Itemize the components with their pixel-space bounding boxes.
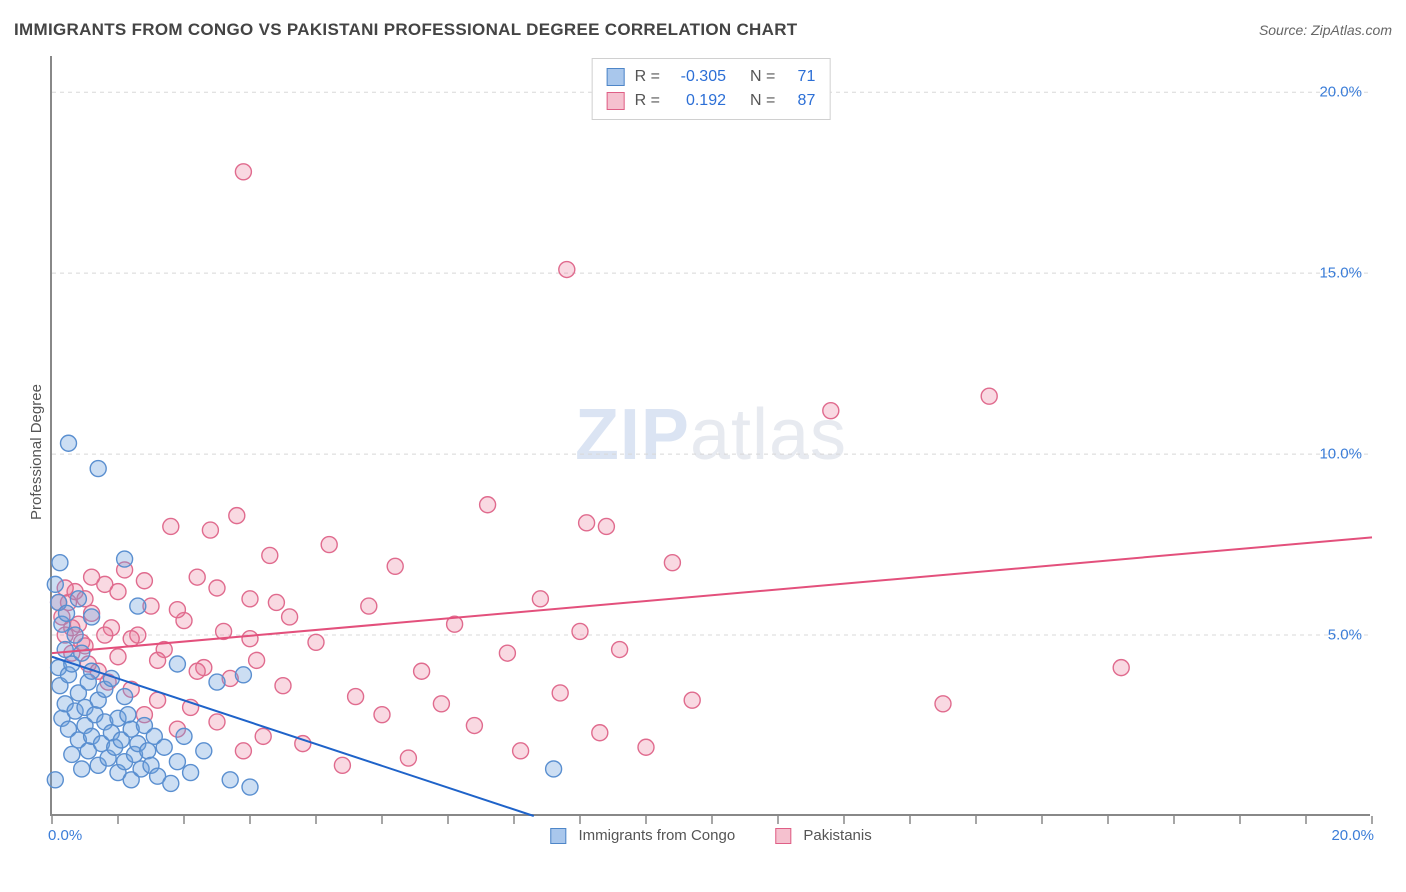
source-prefix: Source: bbox=[1259, 22, 1311, 38]
stats-n-label: N = bbox=[750, 89, 775, 113]
stats-n-label: N = bbox=[750, 65, 775, 89]
swatch-congo-icon bbox=[550, 828, 566, 844]
legend-label-pakistani: Pakistanis bbox=[803, 827, 871, 844]
legend-bottom: Immigrants from Congo Pakistanis bbox=[550, 827, 871, 844]
stats-r-label: R = bbox=[635, 65, 660, 89]
source-link[interactable]: ZipAtlas.com bbox=[1311, 22, 1392, 38]
x-axis-min-label: 0.0% bbox=[48, 827, 82, 844]
stats-legend-box: R = -0.305 N = 71 R = 0.192 N = 87 bbox=[592, 58, 831, 120]
scatter-plot: ZIPatlas 5.0%10.0%15.0%20.0% 0.0% 20.0% … bbox=[50, 56, 1370, 816]
stats-r-label: R = bbox=[635, 89, 660, 113]
swatch-pakistani-icon bbox=[607, 92, 625, 110]
chart-source: Source: ZipAtlas.com bbox=[1259, 22, 1392, 38]
swatch-pakistani-icon bbox=[775, 828, 791, 844]
legend-item-congo: Immigrants from Congo bbox=[550, 827, 735, 844]
chart-title: IMMIGRANTS FROM CONGO VS PAKISTANI PROFE… bbox=[14, 20, 797, 40]
y-tick-label: 5.0% bbox=[1328, 627, 1362, 644]
stats-row-congo: R = -0.305 N = 71 bbox=[607, 65, 816, 89]
legend-label-congo: Immigrants from Congo bbox=[578, 827, 735, 844]
plot-svg bbox=[52, 56, 1370, 814]
swatch-congo-icon bbox=[607, 68, 625, 86]
x-axis-max-label: 20.0% bbox=[1331, 827, 1374, 844]
stats-row-pakistani: R = 0.192 N = 87 bbox=[607, 89, 816, 113]
stats-r-pakistani: 0.192 bbox=[670, 89, 726, 113]
y-axis-title: Professional Degree bbox=[28, 384, 45, 520]
x-ticks bbox=[52, 816, 1372, 824]
stats-n-congo: 71 bbox=[785, 65, 815, 89]
chart-header: IMMIGRANTS FROM CONGO VS PAKISTANI PROFE… bbox=[14, 20, 1392, 40]
y-tick-label: 15.0% bbox=[1319, 265, 1362, 282]
stats-n-pakistani: 87 bbox=[785, 89, 815, 113]
y-tick-label: 10.0% bbox=[1319, 446, 1362, 463]
legend-item-pakistani: Pakistanis bbox=[775, 827, 872, 844]
y-tick-label: 20.0% bbox=[1319, 84, 1362, 101]
stats-r-congo: -0.305 bbox=[670, 65, 726, 89]
